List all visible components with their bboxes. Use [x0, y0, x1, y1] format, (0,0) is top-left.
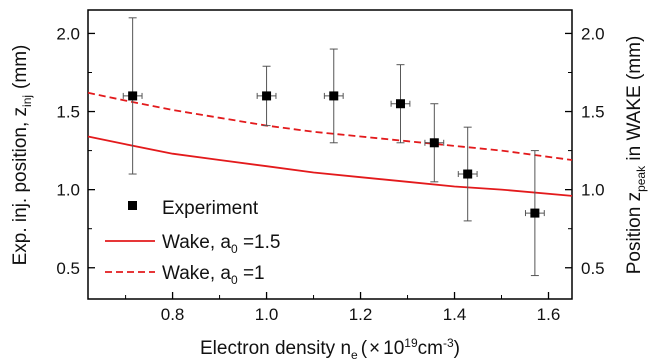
y-right-axis-ticks: 0.5 1.0 1.5 2.0 — [565, 24, 605, 278]
experiment-point — [122, 17, 143, 175]
experiment-marker — [395, 99, 405, 109]
y-left-tick-label: 2.0 — [56, 24, 80, 43]
x-title-main: Electron density n — [200, 338, 351, 359]
y-right-tick-label: 2.0 — [581, 24, 605, 43]
legend-label-wake-a15: Wake, a0 =1.5 — [162, 232, 280, 256]
experiment-marker — [128, 91, 138, 101]
legend-label-wake-a1: Wake, a0 =1 — [162, 263, 265, 287]
legend-wake-a1-name: Wake, a — [162, 263, 231, 284]
x-tick-label: 0.8 — [161, 305, 185, 324]
experiment-point — [390, 64, 411, 144]
experiment-point — [424, 103, 445, 183]
x-title-exp: 19 — [404, 336, 418, 350]
experiment-point — [524, 150, 545, 277]
legend-marker-experiment — [128, 201, 137, 210]
legend: Experiment Wake, a0 =1.5 Wake, a0 =1 — [105, 198, 280, 287]
y-right-title-sub: peak — [634, 165, 648, 192]
plot-frame — [87, 9, 573, 300]
wake-line-a15 — [87, 135, 573, 197]
x-title-base: 10 — [383, 338, 404, 359]
y-left-axis-ticks: 0.5 1.0 1.5 2.0 — [56, 24, 95, 278]
x-tick-label: 1.0 — [255, 305, 279, 324]
y-right-title-pre: Position z — [624, 192, 645, 274]
experiment-points — [122, 17, 545, 277]
x-tick-label: 1.4 — [443, 305, 467, 324]
x-tick-label: 1.2 — [349, 305, 373, 324]
x-title-sub: e — [351, 348, 358, 360]
y-left-axis-title: Exp. inj. position, zinj (mm) — [10, 45, 34, 266]
y-left-title-main: Exp. inj. position, z — [10, 107, 31, 265]
x-title-times: × — [369, 338, 380, 359]
y-right-tick-label: 0.5 — [581, 259, 605, 278]
experiment-point — [457, 126, 478, 222]
y-right-tick-label: 1.0 — [581, 181, 605, 200]
x-title-cm: cm — [418, 338, 443, 359]
legend-wake-a1-value: =1 — [238, 263, 265, 284]
x-tick-label: 1.6 — [537, 305, 561, 324]
experiment-marker — [429, 138, 439, 148]
x-axis-title: Electron density ne(× 1019cm-3) — [200, 336, 460, 360]
experiment-point — [256, 65, 277, 127]
model-lines — [87, 91, 573, 197]
experiment-marker — [262, 91, 272, 101]
experiment-marker — [530, 208, 540, 218]
y-right-axis-title: Position zpeak in WAKE (mm) — [624, 36, 648, 275]
experiment-point — [323, 48, 344, 144]
legend-wake-a1-sub: 0 — [231, 273, 238, 287]
x-title-cm-exp: -3 — [443, 336, 454, 350]
experiment-marker — [463, 169, 473, 179]
y-left-title-sub: inj — [20, 95, 34, 107]
y-left-tick-label: 1.5 — [56, 103, 80, 122]
y-left-tick-label: 1.0 — [56, 181, 80, 200]
wake-line-a1 — [87, 91, 573, 161]
x-title-paren-open: ( — [361, 338, 368, 359]
experiment-marker — [329, 91, 339, 101]
legend-wake-a15-name: Wake, a — [162, 232, 231, 253]
y-right-title-post: in WAKE (mm) — [624, 36, 645, 166]
legend-wake-a15-sub: 0 — [231, 242, 238, 256]
x-title-paren-close: ) — [454, 338, 460, 359]
legend-wake-a15-value: =1.5 — [238, 232, 281, 253]
y-left-tick-label: 0.5 — [56, 259, 80, 278]
x-axis-ticks: 0.8 1.0 1.2 1.4 1.6 — [125, 292, 561, 324]
y-right-tick-label: 1.5 — [581, 103, 605, 122]
y-left-title-unit: (mm) — [10, 45, 31, 89]
legend-label-experiment: Experiment — [162, 198, 259, 219]
